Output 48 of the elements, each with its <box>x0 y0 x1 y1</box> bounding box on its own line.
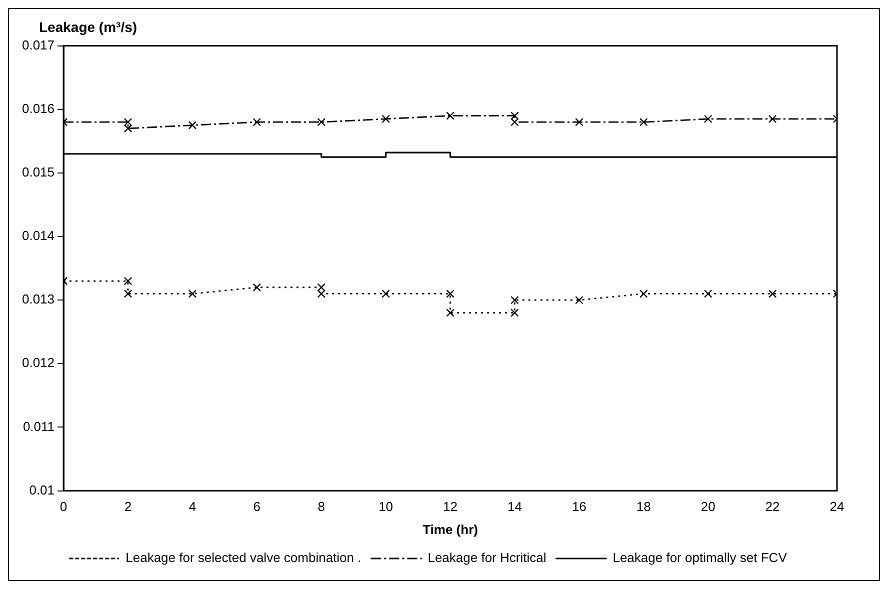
point <box>188 121 197 130</box>
x-tick-label: 0 <box>60 499 68 514</box>
point <box>252 283 262 292</box>
point <box>382 290 390 298</box>
y-tick-label: 0.015 <box>22 164 55 180</box>
point <box>768 114 777 124</box>
point <box>510 308 519 317</box>
point <box>446 112 454 120</box>
y-tick-label: 0.014 <box>22 228 55 244</box>
legend-label: Leakage for Hcritical <box>428 550 546 566</box>
y-tick-label: 0.017 <box>22 37 55 52</box>
point <box>704 290 712 298</box>
x-tick-label: 10 <box>378 499 394 514</box>
y-tick-label: 0.01 <box>29 482 55 498</box>
x-axis-title: Time (hr) <box>422 522 478 537</box>
point <box>124 276 132 286</box>
x-tick-label: 18 <box>636 499 651 514</box>
point <box>446 290 454 298</box>
x-tick-label: 20 <box>700 499 716 514</box>
x-tick-label: 16 <box>572 499 586 514</box>
x-tick-label: 14 <box>507 499 522 514</box>
y-tick-label: 0.011 <box>22 418 55 434</box>
point <box>575 118 584 126</box>
y-tick-label: 0.012 <box>22 355 55 370</box>
point <box>640 118 648 126</box>
point <box>252 118 262 126</box>
x-tick-label: 6 <box>253 499 261 514</box>
x-tick-label: 2 <box>124 499 132 514</box>
x-tick-label: 8 <box>318 499 325 514</box>
point <box>704 114 712 124</box>
x-tick-label: 22 <box>765 499 780 514</box>
point <box>446 308 454 317</box>
y-tick-label: 0.013 <box>22 292 55 307</box>
point <box>768 290 777 298</box>
legend-label: Leakage for selected valve combination . <box>126 550 362 566</box>
point <box>510 296 519 304</box>
y-axis-title: Leakage (m³/s) <box>38 18 138 35</box>
point <box>124 290 132 298</box>
y-tick-label: 0.016 <box>22 100 55 116</box>
point <box>317 118 326 126</box>
legend-label: Leakage for optimally set FCV <box>612 550 788 566</box>
point <box>640 290 648 298</box>
point <box>382 114 390 124</box>
x-tick-label: 12 <box>443 499 458 514</box>
x-tick-label: 4 <box>188 499 196 514</box>
point <box>575 296 584 304</box>
x-tick-label: 24 <box>830 499 844 514</box>
point <box>188 290 197 298</box>
